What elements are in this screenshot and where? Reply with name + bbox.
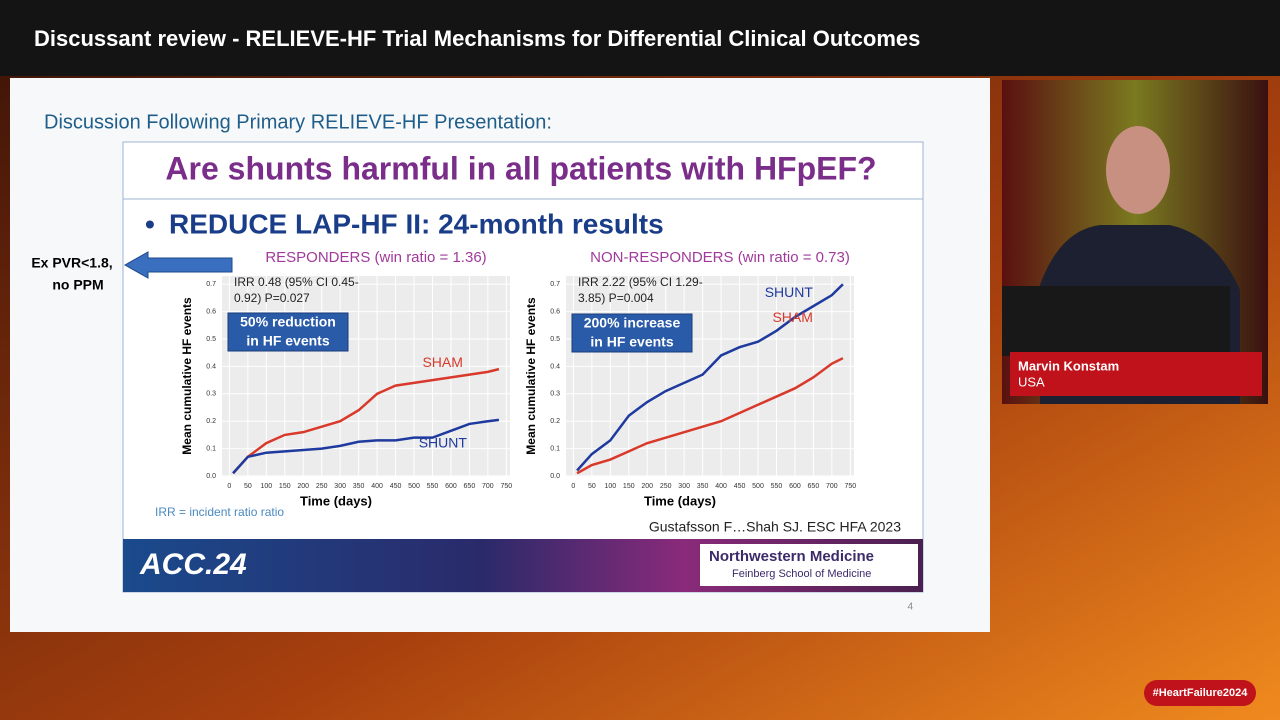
x-tick-label: 700 xyxy=(482,483,494,490)
x-tick-label: 750 xyxy=(844,483,856,490)
y-tick-label: 0.5 xyxy=(206,336,216,343)
x-tick-label: 200 xyxy=(297,483,309,490)
x-tick-label: 100 xyxy=(604,483,616,490)
series-line xyxy=(232,418,500,475)
x-axis-label: Time (days) xyxy=(300,493,372,508)
y-tick-label: 0.0 xyxy=(206,473,216,480)
speaker-country: USA xyxy=(1018,374,1045,389)
x-tick-label: 650 xyxy=(464,483,476,490)
y-axis-label: Mean cumulative HF events xyxy=(180,297,194,455)
x-tick-label: 250 xyxy=(660,483,672,490)
side-note: no PPM xyxy=(52,277,103,293)
header-title: Discussant review - RELIEVE-HF Trial Mec… xyxy=(34,26,920,51)
x-tick-label: 550 xyxy=(427,483,439,490)
x-tick-label: 750 xyxy=(500,483,512,490)
y-tick-label: 0.0 xyxy=(550,473,560,480)
y-axis-label: Mean cumulative HF events xyxy=(524,297,538,455)
callout-text: in HF events xyxy=(246,333,329,349)
y-tick-label: 0.6 xyxy=(550,308,560,315)
series-line xyxy=(576,283,844,472)
x-tick-label: 400 xyxy=(715,483,727,490)
callout-text: 200% increase xyxy=(584,315,681,331)
y-tick-label: 0.7 xyxy=(206,281,216,288)
callout-box xyxy=(227,312,349,352)
bullet: REDUCE LAP-HF II: 24-month results xyxy=(169,208,664,239)
question: Are shunts harmful in all patients with … xyxy=(165,150,876,186)
y-tick-label: 0.7 xyxy=(550,281,560,288)
hashtag-pill xyxy=(1144,680,1256,706)
series-label: SHAM xyxy=(422,354,462,370)
x-tick-label: 550 xyxy=(771,483,783,490)
series-line xyxy=(232,367,500,475)
page-number: 4 xyxy=(907,602,913,613)
bullet-dot: • xyxy=(145,208,155,239)
y-tick-label: 0.5 xyxy=(550,336,560,343)
title-bar xyxy=(0,0,1280,76)
side-note: Ex PVR<1.8, xyxy=(31,255,112,271)
x-tick-label: 650 xyxy=(808,483,820,490)
x-tick-label: 500 xyxy=(408,483,420,490)
chart-title: NON-RESPONDERS (win ratio = 0.73) xyxy=(590,249,850,266)
x-tick-label: 400 xyxy=(371,483,383,490)
x-tick-label: 200 xyxy=(641,483,653,490)
y-tick-label: 0.2 xyxy=(550,418,560,425)
x-tick-label: 600 xyxy=(445,483,457,490)
footnote: IRR = incident ratio ratio xyxy=(155,505,284,519)
series-label: SHAM xyxy=(772,309,812,325)
x-tick-label: 150 xyxy=(279,483,291,490)
x-tick-label: 0 xyxy=(227,483,231,490)
y-tick-label: 0.2 xyxy=(206,418,216,425)
x-tick-label: 50 xyxy=(244,483,252,490)
x-tick-label: 150 xyxy=(623,483,635,490)
series-label: SHUNT xyxy=(419,435,468,451)
logo-box xyxy=(700,544,918,586)
annotation: IRR 2.22 (95% CI 1.29- xyxy=(578,275,703,289)
speaker-name: Marvin Konstam xyxy=(1018,358,1119,373)
x-tick-label: 450 xyxy=(390,483,402,490)
y-tick-label: 0.4 xyxy=(206,363,216,370)
speaker-head xyxy=(1106,126,1170,214)
callout-text: in HF events xyxy=(590,334,673,350)
citation: Gustafsson F…Shah SJ. ESC HFA 2023 xyxy=(649,519,901,535)
x-tick-label: 450 xyxy=(734,483,746,490)
x-axis-label: Time (days) xyxy=(644,493,716,508)
x-tick-label: 350 xyxy=(697,483,709,490)
logo-left: ACC.24 xyxy=(139,548,247,581)
series-label: SHUNT xyxy=(765,284,814,300)
logo-right-sub: Feinberg School of Medicine xyxy=(732,568,871,580)
annotation: IRR 0.48 (95% CI 0.45- xyxy=(234,275,359,289)
logo-right: Northwestern Medicine xyxy=(709,548,874,565)
hashtag: #HeartFailure2024 xyxy=(1153,687,1249,699)
y-tick-label: 0.3 xyxy=(550,391,560,398)
callout-text: 50% reduction xyxy=(240,314,336,330)
x-tick-label: 0 xyxy=(571,483,575,490)
y-tick-label: 0.1 xyxy=(550,445,560,452)
y-tick-label: 0.1 xyxy=(206,445,216,452)
podium xyxy=(1002,286,1230,356)
y-tick-label: 0.6 xyxy=(206,308,216,315)
slide-subtitle: Discussion Following Primary RELIEVE-HF … xyxy=(44,111,552,133)
x-tick-label: 250 xyxy=(316,483,328,490)
callout-box xyxy=(571,313,693,353)
x-tick-label: 600 xyxy=(789,483,801,490)
arrow xyxy=(123,251,233,279)
chart-title: RESPONDERS (win ratio = 1.36) xyxy=(265,249,486,266)
x-tick-label: 300 xyxy=(334,483,346,490)
annotation: 3.85) P=0.004 xyxy=(578,291,654,305)
y-tick-label: 0.4 xyxy=(550,363,560,370)
x-tick-label: 50 xyxy=(588,483,596,490)
x-tick-label: 100 xyxy=(260,483,272,490)
y-tick-label: 0.3 xyxy=(206,391,216,398)
x-tick-label: 300 xyxy=(678,483,690,490)
annotation: 0.92) P=0.027 xyxy=(234,291,310,305)
plot-area xyxy=(566,276,854,476)
name-tag xyxy=(1010,352,1262,396)
x-tick-label: 350 xyxy=(353,483,365,490)
series-line xyxy=(576,357,844,475)
x-tick-label: 700 xyxy=(826,483,838,490)
x-tick-label: 500 xyxy=(752,483,764,490)
